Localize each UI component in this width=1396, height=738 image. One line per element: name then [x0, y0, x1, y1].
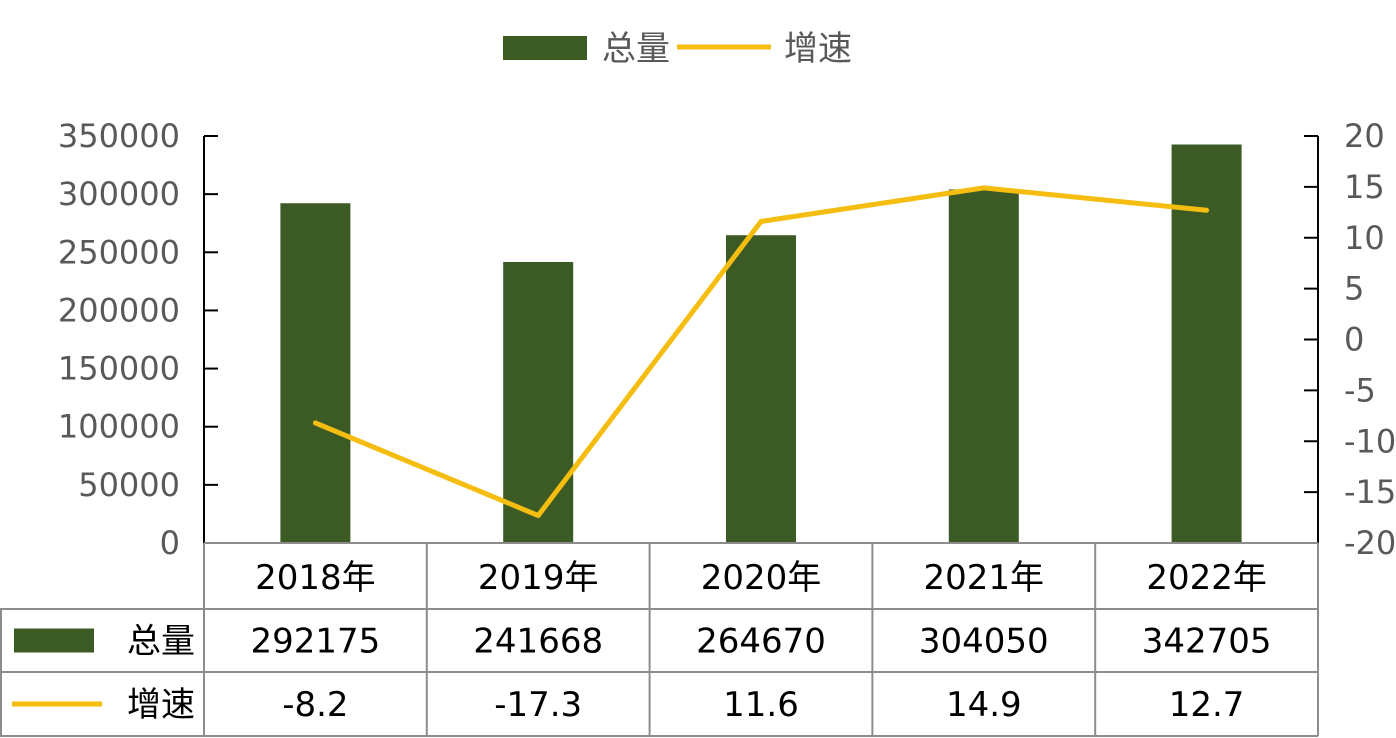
right-tick-label: -15: [1344, 473, 1396, 511]
table-value: 241668: [473, 622, 603, 662]
table-category: 2022年: [1146, 558, 1267, 598]
left-tick-label: 150000: [58, 350, 180, 388]
right-tick-label: 20: [1344, 117, 1385, 155]
right-tick-label: -5: [1344, 371, 1376, 409]
table-category: 2018年: [255, 558, 376, 598]
right-tick-label: 15: [1344, 168, 1385, 206]
left-tick-label: 200000: [58, 291, 180, 329]
bar-2022年: [1171, 144, 1242, 544]
table-value: -8.2: [282, 685, 348, 725]
left-tick-label: 100000: [58, 408, 180, 446]
right-tick-label: 10: [1344, 219, 1385, 257]
table-value: 264670: [696, 622, 826, 662]
table-value: 292175: [251, 622, 381, 662]
right-tick-label: 5: [1344, 270, 1364, 308]
table-category: 2020年: [701, 558, 822, 598]
growth-point-2019年: [535, 513, 541, 519]
right-tick-label: -10: [1344, 422, 1396, 460]
bar-2018年: [280, 203, 351, 543]
legend-label-line: 增速: [784, 29, 852, 69]
right-tick-label: -20: [1344, 524, 1396, 562]
right-tick-label: 0: [1344, 321, 1364, 359]
table-value: 11.6: [723, 685, 799, 725]
legend-swatch-bar: [503, 36, 587, 60]
bar-2019年: [503, 261, 574, 543]
left-tick-label: 50000: [78, 466, 180, 504]
table-value: 12.7: [1169, 685, 1245, 725]
table-value: 342705: [1142, 622, 1272, 662]
table-value: 14.9: [946, 685, 1022, 725]
table-series-label: 总量: [127, 622, 195, 662]
table-category: 2019年: [478, 558, 599, 598]
table-value: 304050: [919, 622, 1049, 662]
table-legend-swatch-bar: [14, 628, 94, 653]
table-value: -17.3: [494, 685, 582, 725]
table-series-label: 增速: [127, 685, 195, 725]
left-tick-label: 350000: [58, 117, 180, 155]
left-tick-label: 0: [160, 524, 180, 562]
plot-area: [280, 144, 1242, 544]
table-category: 2021年: [924, 558, 1045, 598]
bar-2020年: [726, 235, 796, 543]
growth-point-2022年: [1204, 207, 1210, 213]
left-tick-label: 300000: [58, 175, 180, 213]
axes: 0 50000 100000 150000 200000 250000 300000 3500…: [58, 117, 1396, 562]
left-tick-label: 250000: [58, 233, 180, 271]
bar-2021年: [948, 189, 1019, 543]
legend: 总量 增速: [503, 29, 852, 69]
growth-point-2020年: [758, 218, 764, 224]
growth-point-2018年: [312, 420, 318, 426]
legend-label-bar: 总量: [602, 29, 670, 69]
growth-point-2021年: [981, 185, 987, 191]
